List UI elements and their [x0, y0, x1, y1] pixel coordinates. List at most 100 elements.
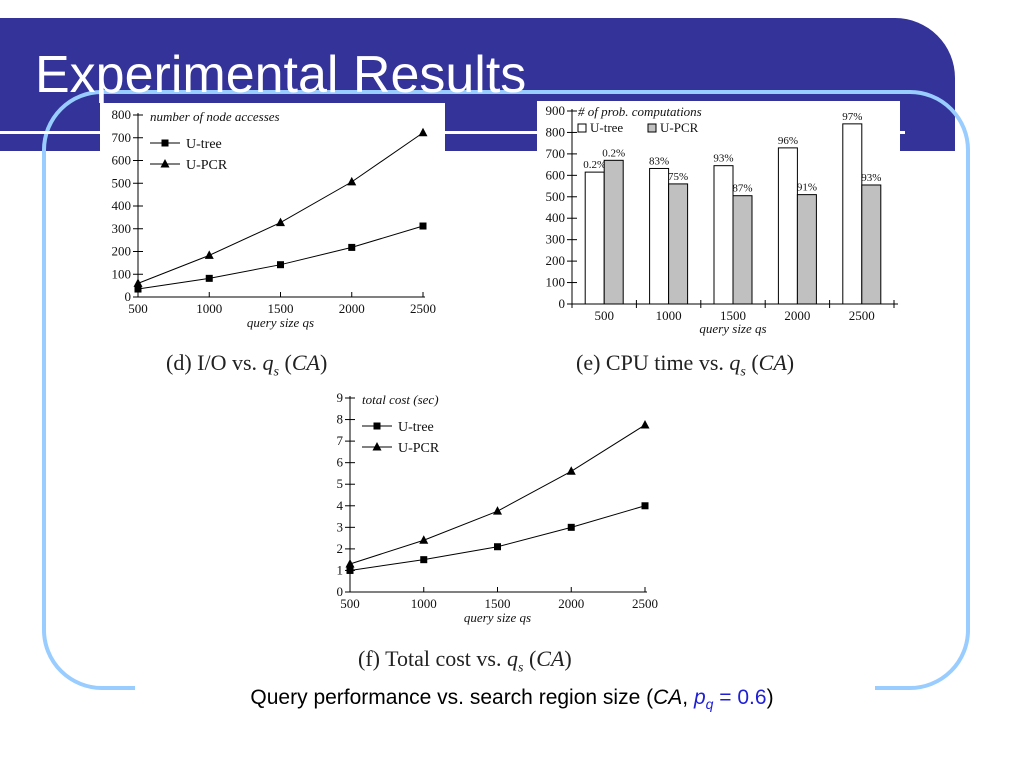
chart-cpu-svg: 0 100 200 300 400 500 600 700 800 900 500 0.2%0.2% 1…	[546, 103, 898, 336]
bar-data-label: 75%	[668, 171, 688, 183]
x-tick-label: 2000	[558, 596, 584, 611]
data-point-U-PCR	[204, 250, 214, 259]
series-line-U-PCR	[137, 132, 424, 284]
y-tick-label: 900	[546, 103, 566, 118]
y-tick-label: 500	[546, 189, 566, 204]
subcaption-f: (f) Total cost vs. qs (CA)	[358, 646, 572, 676]
legend-label: U-tree	[186, 137, 222, 152]
series-line-U-PCR	[349, 424, 646, 565]
data-point-U-tree	[494, 543, 501, 551]
slide-title: Experimental Results	[35, 46, 527, 104]
bar-data-label: 0.2%	[583, 159, 606, 171]
bar-data-label: 93%	[861, 172, 881, 184]
x-tick-label: 1500	[268, 301, 294, 316]
data-point-U-PCR	[493, 506, 502, 515]
y-tick-label: 400	[112, 198, 132, 213]
y-tick-label: 7	[337, 433, 344, 448]
y-tick-label: 300	[546, 232, 566, 247]
legend-marker-U-tree	[373, 422, 381, 430]
chart-title: total cost (sec)	[362, 392, 439, 407]
legend-marker-U-PCR	[160, 159, 170, 168]
legend-label: U-PCR	[660, 120, 699, 135]
y-tick-label: 400	[546, 210, 566, 225]
bar-data-label: 93%	[713, 153, 733, 165]
data-point-U-PCR	[347, 176, 357, 186]
x-tick-label: 500	[128, 301, 148, 316]
data-point-U-tree	[205, 274, 213, 282]
data-point-U-PCR	[640, 419, 650, 429]
legend-label: U-PCR	[398, 441, 440, 456]
bar-U-PCR	[732, 195, 753, 305]
x-tick-label: 1500	[720, 308, 746, 323]
bar-U-tree	[584, 171, 605, 305]
bar-U-tree	[842, 123, 863, 305]
data-point-U-PCR	[276, 217, 285, 227]
legend-label: U-PCR	[186, 158, 228, 173]
y-tick-label: 800	[546, 124, 566, 139]
y-tick-label: 600	[112, 153, 132, 168]
legend-label: U-tree	[398, 420, 434, 435]
subcaption-d: (d) I/O vs. qs (CA)	[166, 350, 328, 380]
chart-io: 0 100 200 300 400 500 600 700 800 500 1000 1500 2000…	[100, 103, 445, 340]
data-point-U-tree	[567, 523, 575, 531]
data-point-U-tree	[134, 285, 142, 293]
chart-title: # of prob. computations	[578, 104, 702, 119]
legend-marker-U-tree	[161, 139, 169, 147]
slide-caption: Query performance vs. search region size…	[250, 686, 774, 713]
chart-total-cost-svg: 0 1 2 3 4 5 6 7 8 9 500 1000 1500 2000 2500 query size …	[337, 390, 659, 625]
data-point-U-PCR	[133, 278, 143, 287]
legend-label: U-tree	[590, 120, 623, 135]
bar-U-PCR	[668, 183, 689, 305]
y-tick-label: 4	[337, 498, 344, 513]
x-tick-label: 2000	[339, 301, 365, 316]
x-axis-label: query size qs	[247, 315, 314, 330]
x-axis-label: query size qs	[699, 321, 766, 336]
y-tick-label: 700	[112, 130, 132, 145]
x-tick-label: 1000	[656, 308, 682, 323]
x-tick-label: 1000	[196, 301, 222, 316]
y-tick-label: 0	[559, 296, 566, 311]
chart-title: number of node accesses	[150, 109, 280, 124]
y-tick-label: 1	[337, 562, 344, 577]
y-tick-label: 200	[546, 253, 566, 268]
title-underline	[0, 131, 905, 134]
data-point-U-tree	[641, 502, 649, 510]
chart-cpu: 0 100 200 300 400 500 600 700 800 900 500 0.2% 0.2% 1…	[537, 101, 900, 339]
bar-U-PCR	[603, 159, 624, 305]
legend-swatch-U-tree	[577, 123, 587, 133]
subcaption-e: (e) CPU time vs. qs (CA)	[576, 350, 795, 380]
x-tick-label: 1000	[411, 596, 437, 611]
y-tick-label: 6	[337, 455, 344, 470]
data-point-U-PCR	[566, 466, 576, 475]
bar-U-tree	[713, 165, 734, 305]
y-tick-label: 100	[546, 275, 566, 290]
bar-data-label: 0.2%	[602, 147, 625, 159]
x-axis-label: query size qs	[464, 610, 531, 625]
chart-total-cost: 0 1 2 3 4 5 6 7 8 9 500 1000 1500 2000 2500 query size …	[306, 390, 676, 635]
bar-data-label: 83%	[649, 155, 669, 167]
x-tick-label: 1500	[485, 596, 511, 611]
x-tick-label: 2000	[784, 308, 810, 323]
chart-io-svg: 0 100 200 300 400 500 600 700 800 500 1000 1500 2000…	[112, 107, 437, 330]
y-tick-label: 500	[112, 175, 132, 190]
bar-data-label: 97%	[842, 111, 862, 123]
y-tick-label: 8	[337, 412, 344, 427]
data-point-U-tree	[277, 261, 284, 269]
series-line-U-tree	[137, 225, 424, 290]
x-tick-label: 2500	[849, 308, 875, 323]
data-point-U-PCR	[418, 127, 428, 137]
y-tick-label: 100	[112, 266, 132, 281]
bar-U-PCR	[796, 194, 817, 305]
x-tick-label: 2500	[632, 596, 658, 611]
legend-swatch-U-PCR	[647, 123, 657, 133]
bar-U-tree	[649, 167, 670, 305]
y-tick-label: 300	[112, 221, 132, 236]
y-tick-label: 2	[337, 541, 344, 556]
x-tick-label: 500	[340, 596, 360, 611]
caption-background	[135, 682, 875, 722]
data-point-U-tree	[419, 222, 427, 230]
bar-U-PCR	[861, 184, 882, 305]
bar-data-label: 91%	[797, 182, 817, 194]
y-tick-label: 600	[546, 167, 566, 182]
y-tick-label: 3	[337, 519, 344, 534]
